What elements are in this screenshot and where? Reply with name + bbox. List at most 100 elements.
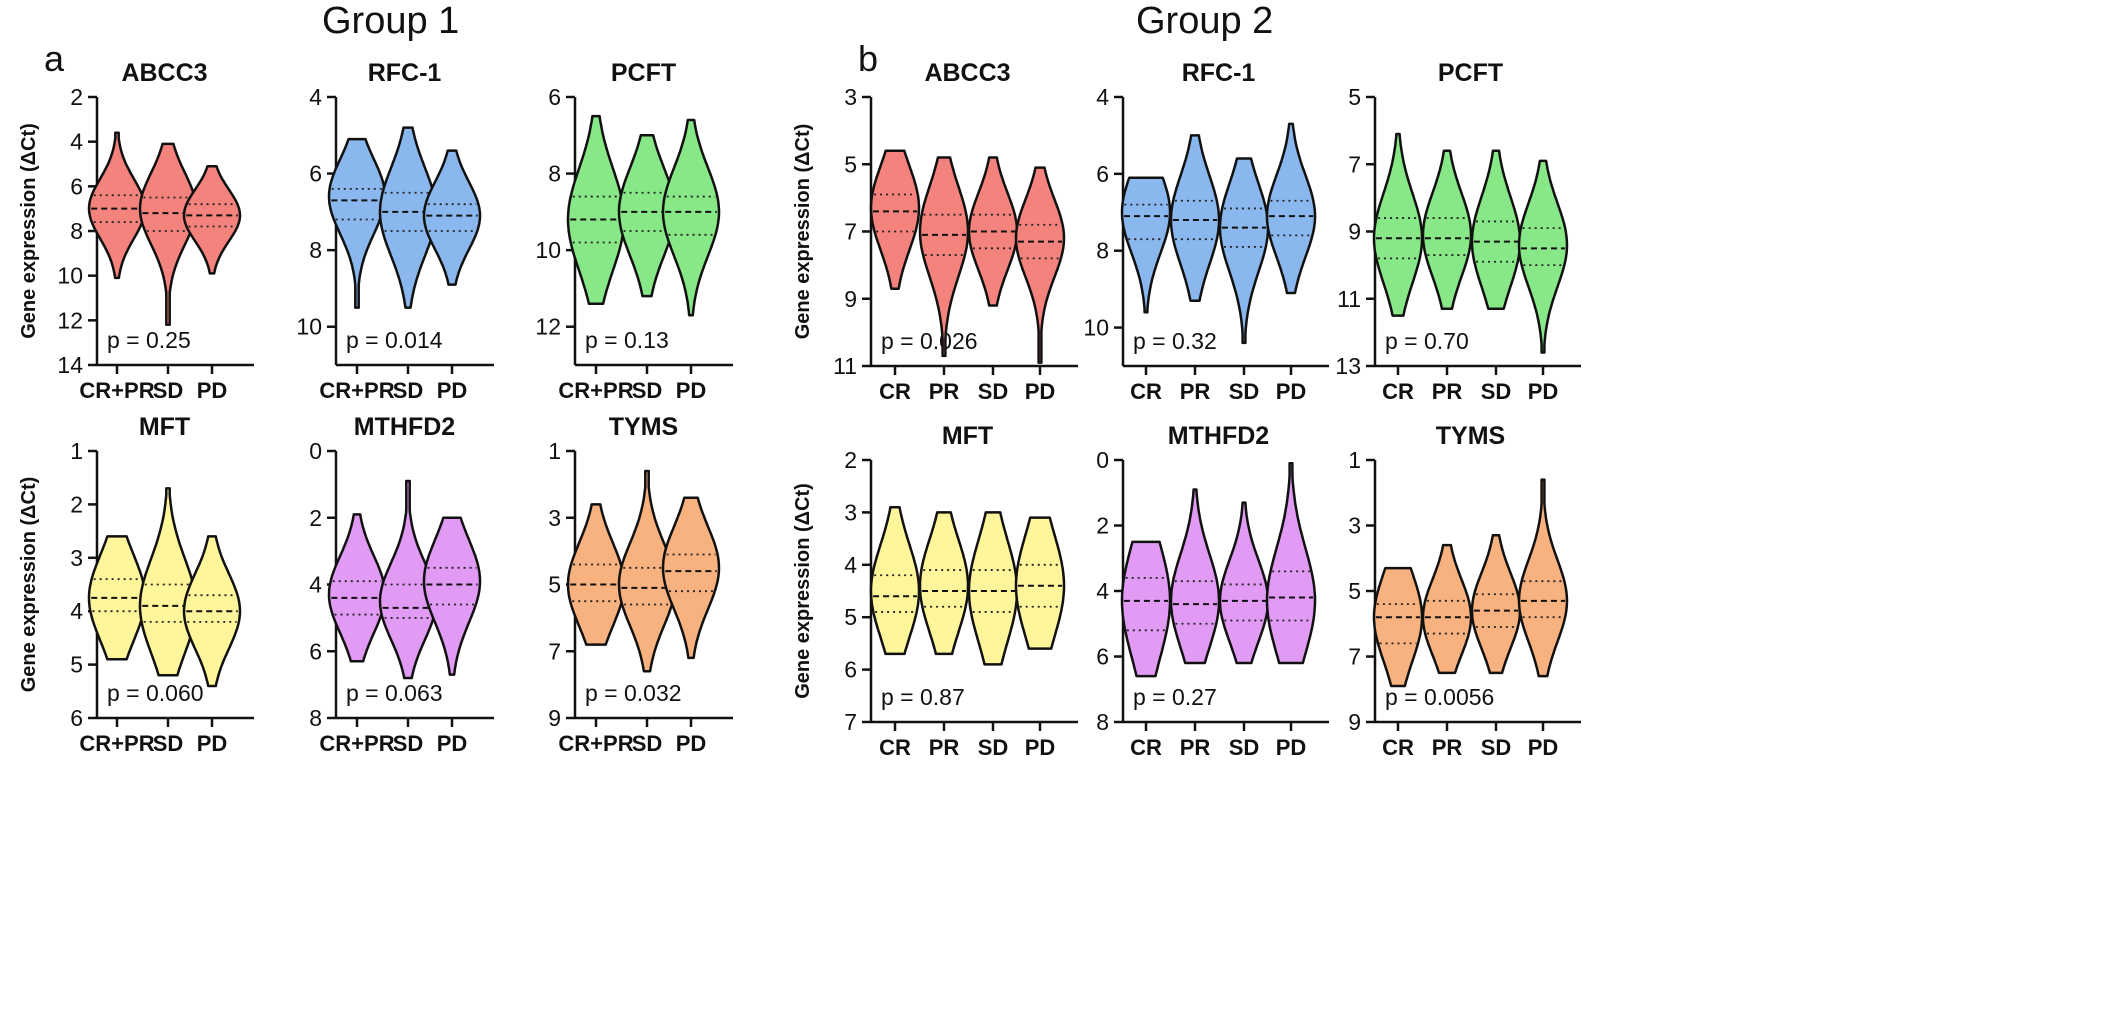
chart-title: MTHFD2 (354, 413, 455, 441)
y-tick-label: 9 (548, 705, 561, 731)
chart-title: ABCC3 (121, 59, 207, 87)
y-tick-label: 3 (1348, 513, 1361, 539)
y-tick-label: 11 (1337, 286, 1361, 312)
p-value: p = 0.026 (881, 328, 978, 354)
x-tick-label: PR (929, 735, 960, 760)
y-tick-label: 2 (70, 84, 83, 110)
y-tick-label: 0 (1096, 447, 1109, 473)
x-tick-label: SD (153, 731, 184, 756)
y-axis-label: Gene expression (ΔCt) (792, 124, 814, 340)
y-tick-label: 1 (548, 438, 561, 464)
y-tick-label: 2 (1096, 513, 1109, 539)
violin-sd (1470, 534, 1522, 675)
panel-letter-b: b (858, 38, 879, 79)
y-tick-label: 4 (309, 572, 322, 598)
x-tick-label: CR+PR (79, 378, 154, 403)
y-tick-label: 8 (309, 705, 322, 731)
chart-title: TYMS (1436, 422, 1505, 450)
violin-sd (1218, 501, 1270, 665)
x-tick-label: SD (1481, 379, 1512, 404)
y-tick-label: 5 (548, 572, 561, 598)
x-tick-label: PD (1025, 379, 1056, 404)
x-tick-label: PR (1180, 735, 1211, 760)
x-tick-label: PR (1180, 379, 1211, 404)
y-axis-label: Gene expression (ΔCt) (18, 123, 40, 339)
y-tick-label: 6 (70, 705, 83, 731)
y-tick-label: 3 (844, 499, 857, 525)
chart-title: RFC-1 (1182, 59, 1256, 87)
y-tick-label: 6 (309, 161, 322, 187)
x-tick-label: SD (632, 378, 663, 403)
violin-pr (1169, 488, 1221, 665)
chart-title: RFC-1 (368, 59, 442, 87)
chart-title: TYMS (609, 413, 678, 441)
chart-mthfd2-b: MTHFD2 0 2 4 6 8 CR PR SD PD p = 0.27 (1096, 422, 1329, 760)
chart-title: MFT (139, 413, 190, 441)
violin-pr (1421, 149, 1473, 311)
violin-sd (378, 479, 438, 680)
chart-title: PCFT (1438, 59, 1503, 87)
y-tick-label: 1 (70, 438, 83, 464)
p-value: p = 0.70 (1385, 328, 1469, 354)
y-tick-label: 11 (833, 353, 857, 379)
chart-title: MTHFD2 (1168, 422, 1269, 450)
violin-sd (138, 142, 198, 327)
y-tick-label: 6 (1096, 161, 1109, 187)
violin-pr (1169, 134, 1221, 302)
y-tick-label: 6 (1096, 644, 1109, 670)
x-tick-label: CR (1130, 735, 1162, 760)
violin-pd (1265, 122, 1317, 295)
x-tick-label: PD (1528, 379, 1559, 404)
x-tick-label: SD (1481, 735, 1512, 760)
p-value: p = 0.014 (346, 327, 443, 353)
violin-pd (422, 516, 482, 676)
violin-cr (1372, 566, 1424, 688)
y-tick-label: 6 (548, 84, 561, 110)
y-tick-label: 10 (1083, 315, 1109, 341)
group-2-title: Group 2 (1136, 0, 1274, 42)
x-tick-label: SD (978, 379, 1009, 404)
chart-title: MFT (942, 422, 993, 450)
y-tick-label: 7 (844, 219, 857, 245)
x-tick-label: PD (676, 731, 707, 756)
y-tick-label: 14 (57, 352, 83, 378)
y-tick-label: 2 (309, 505, 322, 531)
y-tick-label: 1 (1348, 447, 1361, 473)
violin-cr (1120, 540, 1172, 678)
y-tick-label: 9 (844, 286, 857, 312)
y-tick-label: 6 (844, 657, 857, 683)
x-tick-label: PD (197, 731, 228, 756)
p-value: p = 0.25 (107, 327, 191, 353)
violin-sd (1470, 149, 1522, 311)
violin-pr (918, 156, 970, 358)
violin-sd (138, 487, 198, 677)
x-tick-label: PD (197, 378, 228, 403)
violin-crpr (87, 131, 147, 280)
panel-letter-a: a (44, 38, 65, 79)
violin-pd (1265, 462, 1317, 665)
y-tick-label: 12 (57, 307, 83, 333)
violin-pd (661, 496, 721, 660)
violin-pd (1014, 166, 1066, 364)
violin-pd (1014, 516, 1066, 650)
y-tick-label: 4 (1096, 84, 1109, 110)
y-tick-label: 8 (1096, 238, 1109, 264)
violin-sd (1218, 157, 1270, 345)
x-tick-label: PD (1025, 735, 1056, 760)
group-1-title: Group 1 (322, 0, 460, 42)
x-tick-label: CR+PR (319, 731, 394, 756)
chart-mft-b: MFT 2 3 4 5 6 7 CR PR SD PD Gene expression (ΔCt) p … (792, 422, 1078, 760)
chart-abcc3-b: ABCC3 3 5 7 9 11 CR PR SD PD Gene expression (ΔCt)… (792, 59, 1078, 404)
p-value: p = 0.13 (585, 327, 669, 353)
y-tick-label: 3 (70, 545, 83, 571)
y-tick-label: 4 (309, 84, 322, 110)
violin-cr (1372, 132, 1424, 317)
x-tick-label: CR (1382, 735, 1414, 760)
y-tick-label: 4 (1096, 578, 1109, 604)
x-tick-label: PR (1432, 379, 1463, 404)
